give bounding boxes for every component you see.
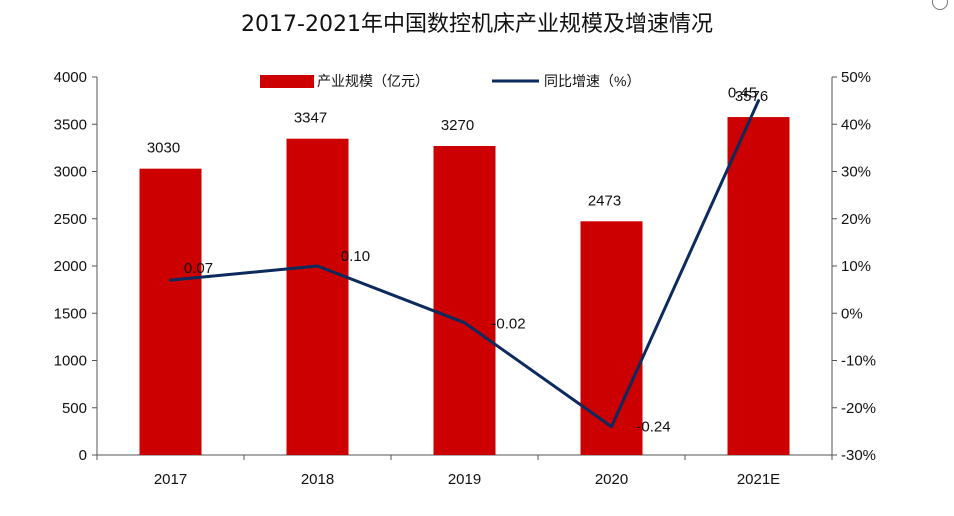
bar (727, 117, 790, 456)
x-tick-label: 2020 (595, 471, 628, 488)
y-right-tick-label: 30% (841, 164, 871, 181)
growth-point (610, 425, 613, 429)
y-right-tick-label: 0% (841, 305, 863, 322)
y-right-tick-label: 20% (841, 211, 871, 228)
bar (580, 221, 643, 455)
bar (433, 145, 496, 456)
x-tick-label: 2018 (301, 471, 334, 488)
y-left-tick-label: 2500 (54, 211, 87, 228)
y-right-tick-label: -10% (841, 353, 876, 370)
line-data-label: 0.10 (341, 248, 370, 265)
y-right-tick-label: 50% (841, 69, 871, 86)
growth-point (757, 99, 760, 103)
bar-data-label: 3030 (147, 140, 180, 157)
x-tick-label: 2017 (154, 471, 187, 488)
bar (286, 138, 349, 455)
line-data-label: -0.02 (491, 316, 525, 333)
y-right-tick-label: -20% (841, 400, 876, 417)
y-left-tick-label: 2000 (54, 258, 87, 275)
bar (139, 168, 202, 456)
line-data-label: -0.24 (636, 419, 670, 436)
y-right-tick-label: 40% (841, 116, 871, 133)
y-right-tick-label: -30% (841, 447, 876, 464)
y-left-tick-label: 1000 (54, 353, 87, 370)
y-left-tick-label: 0 (79, 447, 87, 464)
y-left-tick-label: 4000 (54, 69, 87, 86)
x-tick-label: 2019 (448, 471, 481, 488)
line-data-label: 0.45 (728, 85, 757, 102)
growth-point (463, 321, 466, 325)
y-left-tick-label: 1500 (54, 305, 87, 322)
y-left-tick-label: 500 (62, 400, 87, 417)
legend-line-label: 同比增速（%） (544, 73, 640, 89)
chart-title: 2017-2021年中国数控机床产业规模及增速情况 (241, 12, 713, 37)
growth-point (169, 278, 172, 282)
bar-data-label: 3270 (441, 117, 474, 134)
bar-data-label: 2473 (588, 192, 621, 209)
y-left-tick-label: 3000 (54, 164, 87, 181)
y-right-tick-label: 10% (841, 258, 871, 275)
x-tick-label: 2021E (737, 471, 780, 488)
line-data-label: 0.07 (184, 260, 213, 277)
legend-bar-label: 产业规模（亿元） (317, 73, 429, 89)
bar-data-label: 3347 (294, 110, 327, 127)
growth-point (316, 264, 319, 268)
y-left-tick-label: 3500 (54, 116, 87, 133)
legend-bar-swatch (260, 75, 314, 88)
